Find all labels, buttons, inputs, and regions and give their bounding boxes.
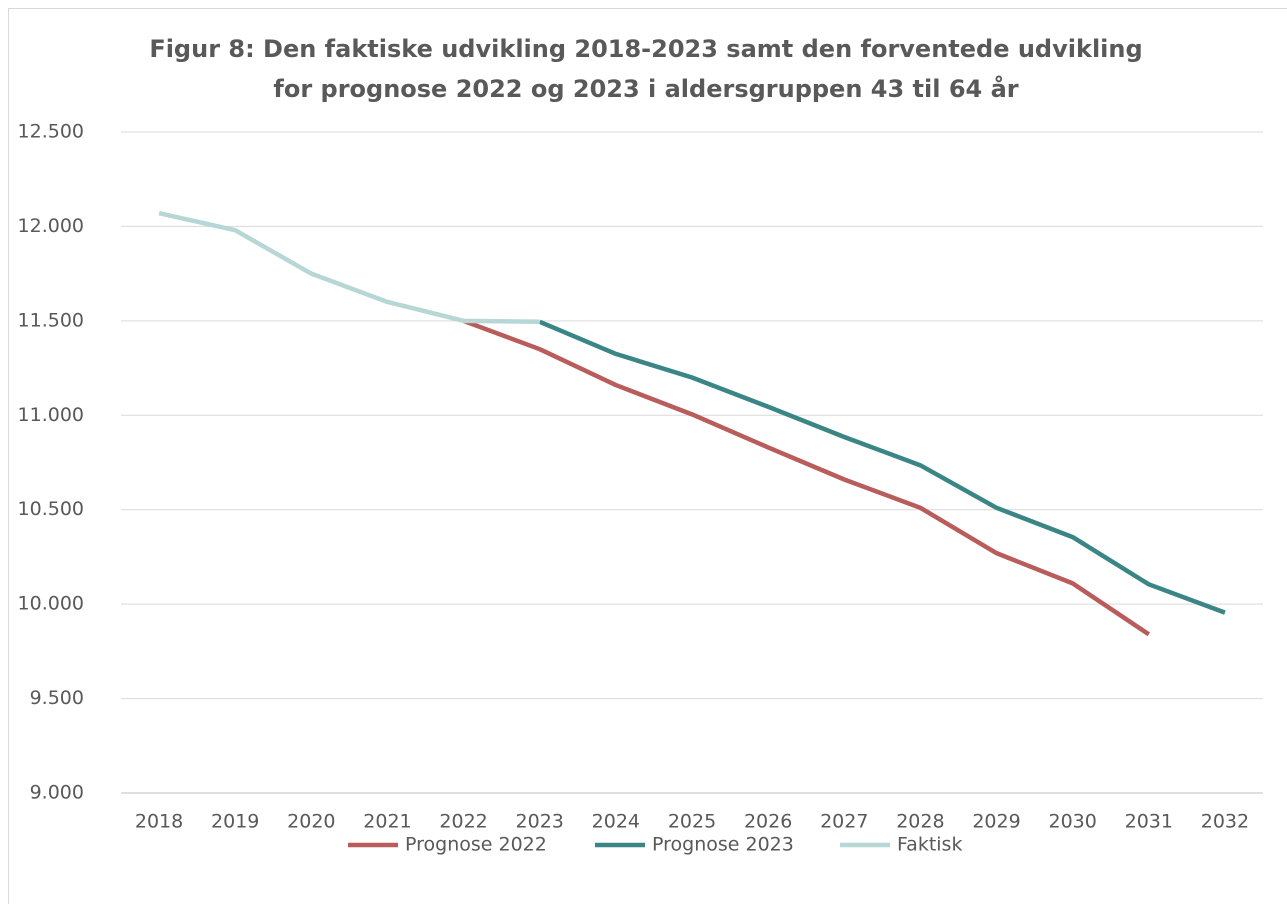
series-line <box>538 319 1226 615</box>
x-tick-label: 2030 <box>1048 811 1096 833</box>
chart-title: for prognose 2022 og 2023 i aldersgruppe… <box>273 74 1018 103</box>
y-tick-label: 9.500 <box>30 687 84 709</box>
y-tick-label: 10.000 <box>18 593 84 615</box>
y-tick-label: 12.500 <box>18 121 84 143</box>
x-tick-label: 2023 <box>516 811 564 833</box>
y-tick-label: 9.000 <box>30 782 84 804</box>
x-tick-label: 2022 <box>439 811 487 833</box>
y-tick-label: 11.500 <box>18 309 84 331</box>
series-line <box>158 211 540 325</box>
x-tick-label: 2032 <box>1201 811 1249 833</box>
x-tick-label: 2026 <box>744 811 792 833</box>
x-tick-label: 2024 <box>592 811 640 833</box>
legend-label: Faktisk <box>897 834 962 856</box>
x-tick-label: 2025 <box>668 811 716 833</box>
legend-label: Prognose 2022 <box>405 834 547 856</box>
chart-title: Figur 8: Den faktiske udvikling 2018-202… <box>149 35 1142 63</box>
x-tick-label: 2029 <box>972 811 1020 833</box>
series-line <box>462 318 1151 637</box>
legend-label: Prognose 2023 <box>652 834 794 856</box>
x-tick-label: 2027 <box>820 811 868 833</box>
y-tick-label: 10.500 <box>18 498 84 520</box>
x-tick-label: 2028 <box>896 811 944 833</box>
x-tick-label: 2031 <box>1125 811 1173 833</box>
y-tick-label: 12.000 <box>18 215 84 237</box>
x-tick-label: 2020 <box>287 811 335 833</box>
x-tick-label: 2019 <box>211 811 259 833</box>
y-tick-label: 11.000 <box>18 404 84 426</box>
chart-frame <box>8 8 1287 904</box>
x-tick-label: 2018 <box>135 811 183 833</box>
x-tick-label: 2021 <box>363 811 411 833</box>
